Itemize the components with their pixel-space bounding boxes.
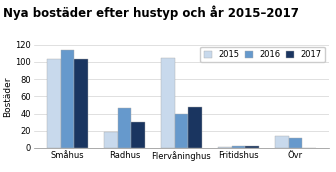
- Y-axis label: Bostäder: Bostäder: [3, 76, 12, 117]
- Bar: [175, 114, 188, 148]
- Bar: [61, 50, 74, 148]
- Bar: [118, 108, 131, 148]
- Bar: [188, 107, 202, 148]
- Text: Nya bostäder efter hustyp och år 2015–2017: Nya bostäder efter hustyp och år 2015–20…: [3, 5, 299, 20]
- Bar: [104, 132, 118, 148]
- Bar: [131, 122, 145, 148]
- Bar: [47, 59, 61, 148]
- Bar: [245, 146, 259, 148]
- Bar: [161, 58, 175, 148]
- Bar: [289, 138, 302, 148]
- Bar: [275, 136, 289, 148]
- Bar: [232, 146, 245, 148]
- Legend: 2015, 2016, 2017: 2015, 2016, 2017: [200, 47, 325, 62]
- Bar: [218, 147, 232, 148]
- Bar: [74, 59, 88, 148]
